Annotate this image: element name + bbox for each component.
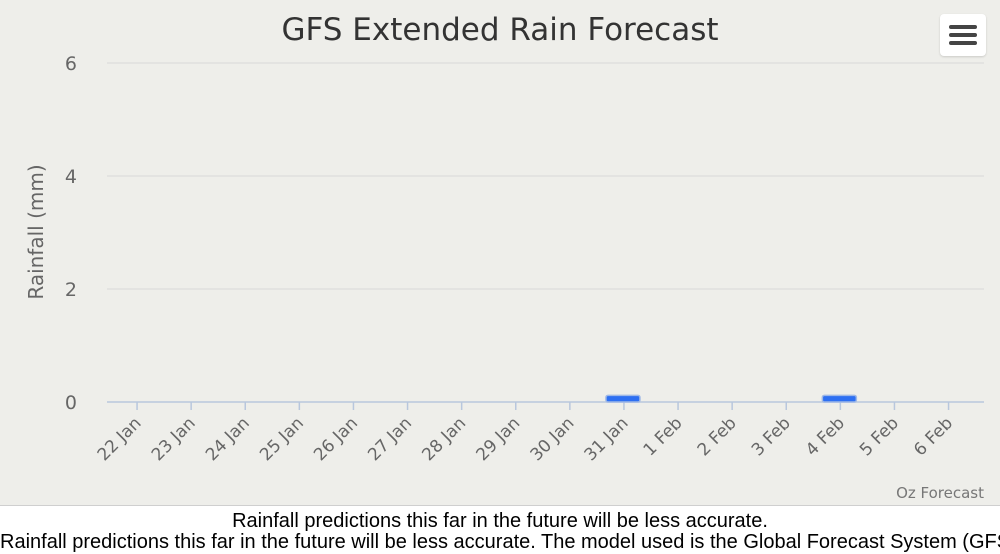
y-axis-label: Rainfall (mm) xyxy=(24,164,48,299)
hamburger-menu-icon[interactable] xyxy=(940,14,986,56)
accuracy-note: Rainfall predictions this far in the fut… xyxy=(232,510,768,532)
chart-panel: 0 2 4 6 22 Jan 23 Jan 24 Jan 25 Jan 26 Jan 27 Jan… xyxy=(0,0,1000,506)
y-tick-label: 2 xyxy=(65,279,77,301)
x-tick-label: 26 Jan xyxy=(310,413,362,465)
x-tick-label: 27 Jan xyxy=(364,413,416,465)
x-tick-label: 25 Jan xyxy=(256,413,308,465)
x-tick-label: 22 Jan xyxy=(94,413,146,465)
rain-bar[interactable] xyxy=(605,394,641,403)
x-tick-label: 24 Jan xyxy=(202,413,254,465)
rain-bar[interactable] xyxy=(821,394,858,403)
y-tick-label: 4 xyxy=(65,166,77,188)
x-tick-label: 31 Jan xyxy=(581,413,633,465)
chart-title: GFS Extended Rain Forecast xyxy=(281,12,718,48)
credits-label[interactable]: Oz Forecast xyxy=(896,484,984,502)
x-tick-label: 29 Jan xyxy=(472,413,524,465)
x-tick-label: 1 Feb xyxy=(640,413,687,460)
x-tick-label: 30 Jan xyxy=(527,413,579,465)
x-tick-label: 28 Jan xyxy=(418,413,470,465)
x-tick-label: 5 Feb xyxy=(856,413,903,460)
x-tick-label: 2 Feb xyxy=(694,413,741,460)
x-tick-label: 3 Feb xyxy=(748,413,795,460)
x-tick-label: 4 Feb xyxy=(802,413,849,460)
x-tick-label: 23 Jan xyxy=(148,413,200,465)
rain-forecast-chart: 0 2 4 6 22 Jan 23 Jan 24 Jan 25 Jan 26 Jan 27 Jan… xyxy=(24,12,984,502)
y-tick-label: 6 xyxy=(65,53,77,75)
y-tick-label: 0 xyxy=(65,392,77,414)
x-tick-label: 6 Feb xyxy=(910,413,957,460)
model-note: Rainfall predictions this far in the fut… xyxy=(0,531,1000,553)
